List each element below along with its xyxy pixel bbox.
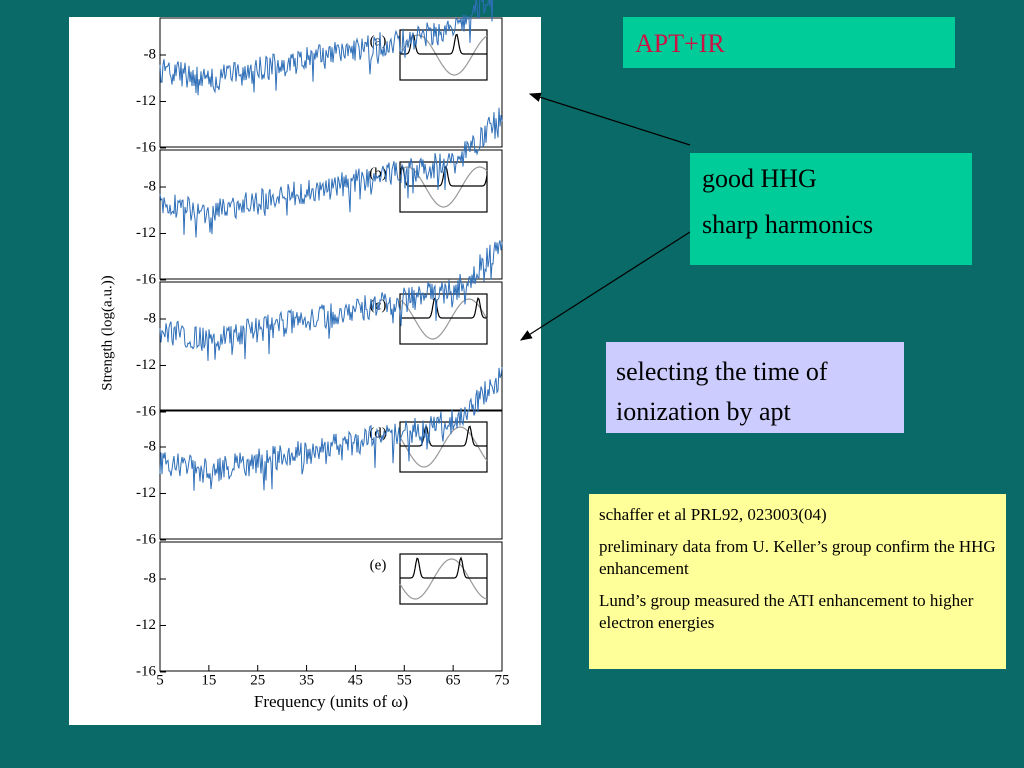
title-box: APT+IR — [623, 17, 955, 68]
spectrum-blue — [159, 107, 503, 238]
x-tick-label: 5 — [156, 672, 164, 688]
y-tick-label: -12 — [136, 225, 156, 241]
note: preliminary data from U. Keller’s group … — [599, 537, 996, 578]
spectrum-blue — [159, 366, 503, 491]
x-tick-label: 15 — [201, 672, 216, 688]
notes-box: schaffer et al PRL92, 023003(04) prelimi… — [589, 494, 1006, 669]
panel-frame — [159, 17, 503, 148]
observation: good HHG — [702, 164, 817, 193]
y-tick-label: -12 — [136, 357, 156, 373]
note: schaffer et al PRL92, 023003(04) — [599, 505, 827, 524]
explanation-box: selecting the time of ionization by apt — [606, 342, 904, 433]
inset-field — [399, 558, 488, 600]
figure-background — [69, 17, 541, 725]
arrow — [528, 92, 691, 146]
inset-pulse — [400, 32, 487, 55]
y-tick-label: -8 — [144, 178, 157, 194]
spectrum-blue — [159, 0, 494, 96]
y-axis-label: Strength (log(a.u.)) — [99, 275, 115, 390]
x-tick-label: 55 — [397, 672, 412, 688]
inset-pulse — [399, 164, 488, 187]
inset-pulse — [400, 424, 487, 447]
explanation: selecting the time of ionization by apt — [616, 357, 828, 426]
y-tick-label: -12 — [136, 93, 156, 109]
panel-label: (e) — [370, 557, 387, 573]
y-tick-label: -8 — [144, 46, 157, 62]
y-tick-label: -12 — [136, 485, 156, 501]
x-tick-label: 35 — [299, 672, 314, 688]
y-tick-label: -16 — [136, 271, 156, 287]
panel-frame — [159, 541, 503, 672]
observation-box: good HHG sharp harmonics — [690, 153, 972, 265]
inset-pulse — [400, 556, 487, 579]
x-axis-label: Frequency (units of ω) — [254, 692, 408, 711]
inset-field — [399, 298, 488, 340]
panel-frame — [159, 149, 503, 280]
y-tick-label: -16 — [136, 403, 156, 419]
arrow — [519, 231, 691, 341]
x-tick-label: 65 — [446, 672, 461, 688]
inset-frame — [399, 553, 488, 605]
y-tick-label: -16 — [136, 663, 156, 679]
inset-pulse — [400, 296, 487, 319]
y-tick-label: -8 — [144, 570, 157, 586]
title: APT+IR — [635, 29, 725, 58]
x-tick-label: 75 — [495, 672, 510, 688]
y-tick-label: -8 — [144, 310, 157, 326]
y-tick-label: -16 — [136, 139, 156, 155]
note: Lund’s group measured the ATI enhancemen… — [599, 591, 974, 632]
spectrum-blue — [159, 240, 503, 361]
observation: sharp harmonics — [702, 210, 874, 239]
y-tick-label: -12 — [136, 617, 156, 633]
panel-label: (b) — [369, 165, 387, 181]
x-tick-label: 25 — [250, 672, 265, 688]
x-tick-label: 45 — [348, 672, 363, 688]
y-tick-label: -8 — [144, 438, 157, 454]
panel-frame — [159, 409, 503, 540]
y-tick-label: -16 — [136, 531, 156, 547]
panel-frame — [159, 281, 503, 412]
